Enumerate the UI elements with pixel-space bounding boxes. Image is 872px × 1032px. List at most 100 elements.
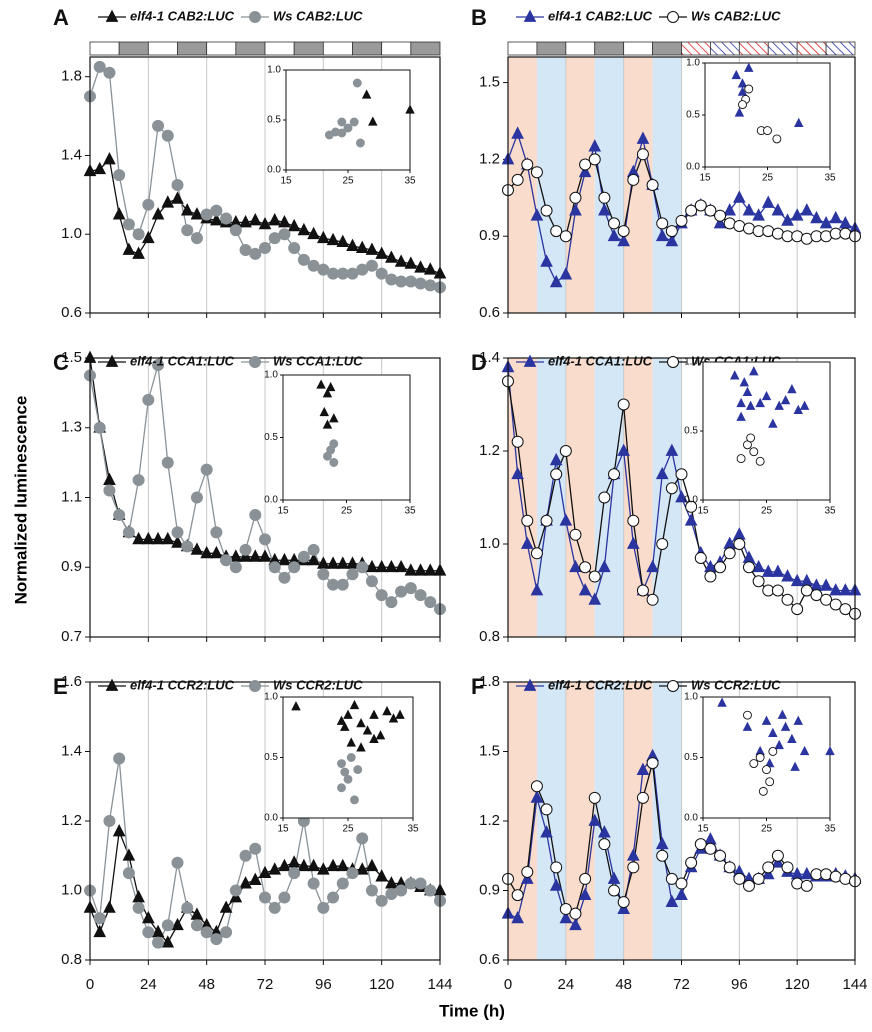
data-point bbox=[530, 583, 544, 596]
inset-point bbox=[322, 419, 333, 429]
inset-point bbox=[768, 747, 778, 756]
y-tick-label: 1.8 bbox=[61, 68, 82, 85]
panel-letter: C bbox=[53, 350, 69, 375]
data-point bbox=[394, 559, 408, 573]
data-point bbox=[375, 559, 388, 573]
y-tick-label: 0.9 bbox=[61, 558, 82, 575]
light-dark-bar bbox=[206, 41, 237, 56]
inset-point bbox=[768, 727, 778, 737]
inset-point bbox=[717, 697, 727, 707]
data-point bbox=[317, 230, 330, 244]
light-dark-bar bbox=[652, 41, 682, 56]
y-tick-label: 1.2 bbox=[61, 812, 82, 829]
data-point bbox=[636, 762, 650, 775]
data-point bbox=[142, 230, 155, 244]
data-point bbox=[423, 563, 437, 576]
data-point bbox=[579, 158, 592, 171]
data-point bbox=[608, 468, 621, 481]
data-point bbox=[598, 203, 611, 216]
y-tick-label: 0.8 bbox=[61, 951, 82, 968]
data-point bbox=[771, 584, 784, 597]
data-point bbox=[598, 559, 611, 573]
data-point bbox=[404, 275, 417, 288]
inset-point bbox=[355, 138, 365, 148]
data-point bbox=[103, 66, 116, 79]
data-point bbox=[248, 872, 262, 886]
data-point bbox=[790, 573, 804, 587]
data-point bbox=[220, 212, 233, 225]
light-dark-bar bbox=[738, 41, 769, 56]
data-point bbox=[752, 559, 765, 573]
legend-label: elf4-1 CCR2:LUC bbox=[130, 677, 235, 692]
inset-point bbox=[352, 78, 362, 88]
y-tick-label: 1.0 bbox=[61, 881, 82, 898]
data-point bbox=[414, 877, 427, 890]
data-point bbox=[385, 250, 398, 263]
data-point bbox=[404, 563, 418, 576]
inset-point bbox=[340, 721, 350, 731]
data-point bbox=[684, 513, 698, 526]
inset-point bbox=[356, 742, 366, 752]
legend-label: elf4-1 CAB2:LUC bbox=[548, 8, 653, 23]
y-tick-label: 1.5 bbox=[61, 349, 82, 366]
inset-x-tick-label: 35 bbox=[404, 506, 416, 517]
data-point bbox=[598, 825, 611, 838]
data-point bbox=[142, 198, 155, 211]
y-tick-label: 0.6 bbox=[479, 304, 500, 321]
data-point bbox=[579, 872, 592, 885]
x-axis-label: Time (h) bbox=[439, 1001, 505, 1020]
data-point bbox=[210, 933, 223, 946]
y-tick-label: 0.6 bbox=[479, 951, 500, 968]
data-point bbox=[288, 561, 301, 574]
inset-point bbox=[774, 739, 784, 750]
data-point bbox=[530, 166, 543, 179]
inset-point bbox=[346, 753, 356, 762]
light-dark-bar bbox=[147, 41, 178, 56]
data-point bbox=[646, 559, 659, 573]
data-point bbox=[190, 907, 204, 920]
legend-label: elf4-1 CCA1:LUC bbox=[130, 353, 235, 368]
data-point bbox=[829, 583, 843, 596]
inset-point bbox=[765, 777, 775, 787]
inset-x-tick-label: 35 bbox=[824, 506, 836, 517]
light-dark-bar bbox=[565, 41, 596, 56]
data-point bbox=[598, 491, 611, 504]
data-point bbox=[636, 148, 649, 161]
inset-y-tick-label: 1.0 bbox=[684, 357, 698, 368]
data-point bbox=[365, 242, 379, 255]
inset-point bbox=[343, 709, 353, 719]
legend-label: Ws CAB2:LUC bbox=[691, 8, 781, 23]
inset-point bbox=[340, 767, 350, 777]
data-point bbox=[93, 924, 107, 938]
inset-x-tick-label: 15 bbox=[697, 506, 709, 517]
inset-y-tick-label: 1.0 bbox=[264, 370, 278, 381]
light-dark-bar bbox=[623, 41, 653, 56]
inset-frame bbox=[282, 374, 411, 501]
data-point bbox=[239, 543, 252, 556]
x-tick-label: 48 bbox=[615, 976, 632, 993]
data-point bbox=[356, 832, 369, 845]
inset-point bbox=[761, 390, 772, 401]
data-point bbox=[656, 849, 669, 862]
inset-point bbox=[794, 117, 804, 127]
data-point bbox=[579, 561, 592, 574]
data-point bbox=[181, 540, 194, 553]
inset-point bbox=[375, 730, 386, 740]
data-point bbox=[414, 277, 427, 290]
data-point bbox=[278, 552, 291, 566]
data-point bbox=[549, 274, 563, 288]
inset-point bbox=[772, 134, 782, 144]
light-dark-bar bbox=[536, 41, 567, 56]
data-point bbox=[365, 259, 378, 272]
data-point bbox=[258, 549, 272, 562]
inset-point bbox=[405, 104, 415, 114]
data-point bbox=[665, 894, 679, 908]
data-point bbox=[761, 866, 775, 880]
photoperiod-shade bbox=[623, 682, 653, 960]
data-point bbox=[761, 564, 775, 577]
light-dark-bar bbox=[293, 41, 324, 56]
legend-label: Ws CCR2:LUC bbox=[691, 677, 781, 692]
panel-letter: A bbox=[53, 5, 69, 30]
y-tick-label: 0.6 bbox=[61, 304, 82, 321]
data-point bbox=[540, 825, 553, 838]
